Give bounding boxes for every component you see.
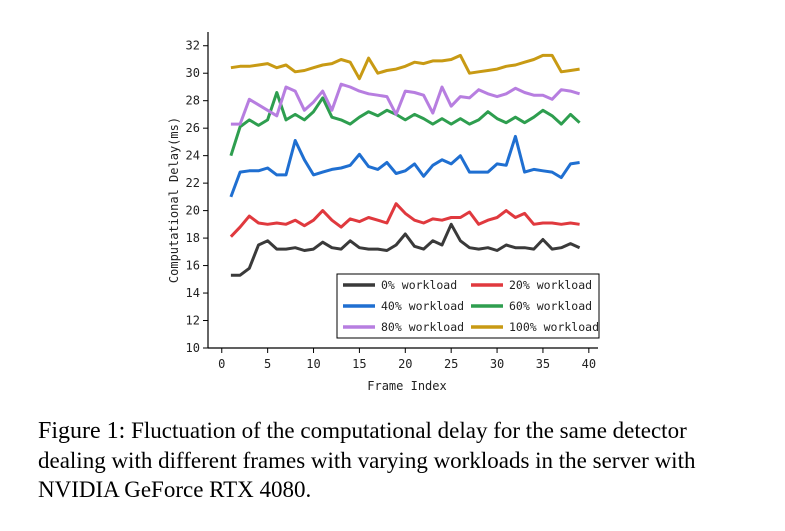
legend-label-60-workload: 60% workload [509, 299, 592, 313]
series-line-80-workload [230, 82, 581, 126]
y-tick-label: 28 [186, 94, 200, 108]
y-axis-label: Computational Delay(ms) [167, 117, 181, 283]
series-line-40-workload [229, 134, 580, 198]
series-line-100-workload [230, 53, 580, 81]
axes: 10 12 14 16 18 20 22 24 26 28 30 32 0 5 10 15 20 25 30 35 40 [186, 32, 598, 371]
figure-caption: Figure 1: Fluctuation of the computation… [38, 416, 758, 504]
legend-label-0-workload: 0% workload [381, 278, 457, 292]
legend-label-20-workload: 20% workload [509, 278, 592, 292]
x-tick-label: 20 [398, 357, 412, 371]
y-tick-label: 22 [186, 176, 200, 190]
y-tick-label: 32 [186, 39, 200, 53]
series-line-20-workload [229, 202, 580, 238]
x-tick-label: 5 [264, 357, 271, 371]
y-tick-label: 18 [186, 231, 200, 245]
series-layer [229, 53, 581, 277]
x-tick-label: 10 [306, 357, 320, 371]
y-tick-label: 26 [186, 121, 200, 135]
x-tick-label: 15 [352, 357, 366, 371]
legend-box [336, 273, 600, 339]
x-tick-label: 30 [490, 357, 504, 371]
y-tick-label: 14 [186, 286, 200, 300]
x-tick-label: 35 [536, 357, 550, 371]
series-line-60-workload [229, 91, 581, 157]
series-line-0-workload [230, 222, 581, 277]
legend-label-100-workload: 100% workload [509, 320, 599, 334]
x-tick-label: 25 [444, 357, 458, 371]
x-tick-label: 40 [582, 357, 596, 371]
y-tick-label: 24 [186, 149, 200, 163]
figure-caption-text: Fluctuation of the computational delay f… [38, 418, 696, 502]
line-chart: 10 12 14 16 18 20 22 24 26 28 30 32 0 5 10 15 20 25 30 35 40… [167, 32, 600, 393]
y-tick-label: 16 [186, 259, 200, 273]
legend-label-40-workload: 40% workload [381, 299, 464, 313]
y-tick-label: 30 [186, 66, 200, 80]
x-tick-label: 0 [218, 357, 225, 371]
y-tick-label: 10 [186, 341, 200, 355]
x-axis-label: Frame Index [367, 379, 446, 393]
legend-label-80-workload: 80% workload [381, 320, 464, 334]
figure-label: Figure 1: [38, 418, 126, 444]
y-tick-label: 20 [186, 204, 200, 218]
y-tick-label: 12 [186, 314, 200, 328]
legend: 0% workload 20% workload 40% workload 60% w… [336, 273, 600, 339]
